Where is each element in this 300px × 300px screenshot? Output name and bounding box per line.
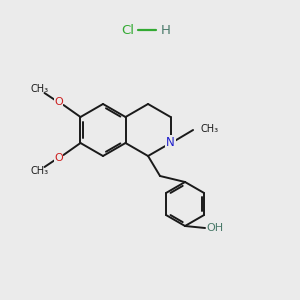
Text: CH₃: CH₃ <box>200 124 218 134</box>
Text: CH₃: CH₃ <box>30 166 49 176</box>
Text: OH: OH <box>206 223 224 233</box>
Text: N: N <box>166 136 175 149</box>
Text: O: O <box>54 97 63 107</box>
Text: H: H <box>161 23 171 37</box>
Text: O: O <box>54 153 63 163</box>
Text: Cl: Cl <box>122 23 134 37</box>
Text: CH₃: CH₃ <box>30 84 49 94</box>
